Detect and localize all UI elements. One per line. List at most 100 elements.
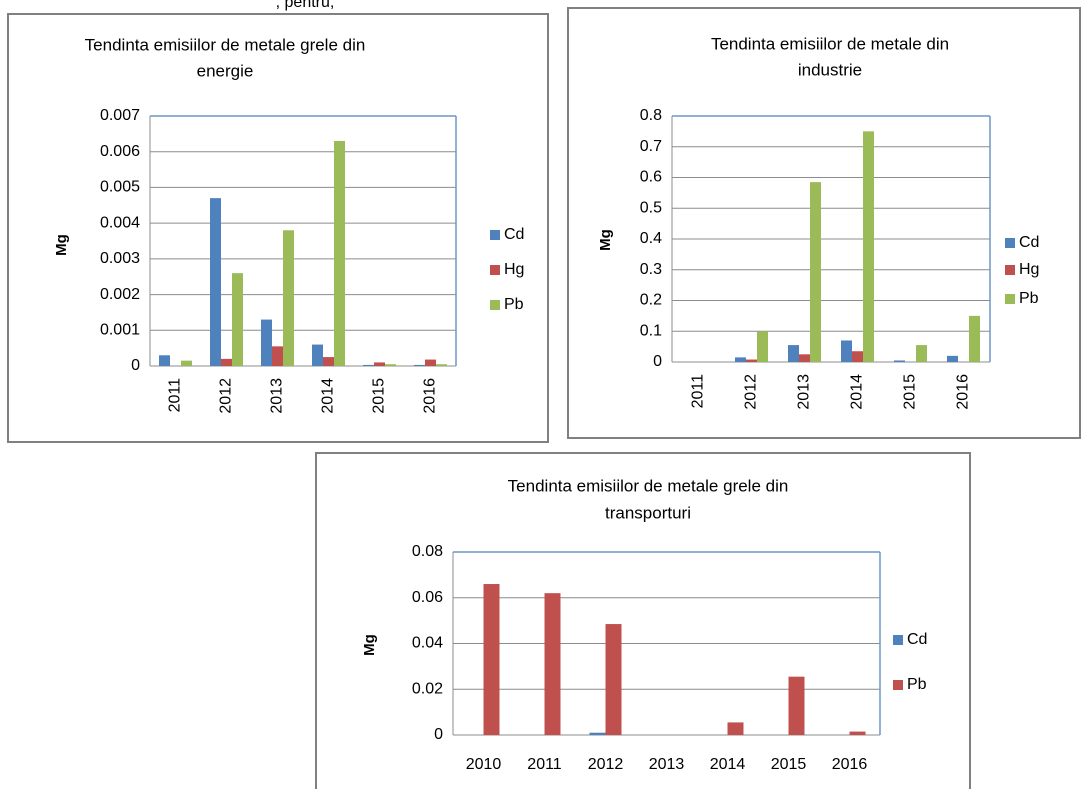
x-tick-label: 2010: [466, 756, 502, 773]
legend-label: Hg: [504, 261, 524, 278]
legend-swatch: [1005, 294, 1015, 304]
y-axis-label: Mg: [597, 229, 614, 251]
y-tick-label: 0.8: [640, 107, 662, 124]
bar: [544, 593, 561, 735]
chart-frame: [7, 13, 549, 443]
chart-title: energie: [197, 61, 254, 80]
bar: [385, 364, 396, 366]
chart-title: transporturi: [605, 503, 691, 522]
x-tick-label: 2016: [955, 374, 972, 410]
bar: [863, 131, 874, 362]
bar: [799, 354, 810, 362]
y-tick-label: 0.7: [640, 138, 662, 155]
chart-title: Tendinta emisiilor de metale grele din: [85, 35, 366, 54]
bar: [735, 357, 746, 362]
chart-frame: [567, 7, 1081, 439]
x-tick-label: 2016: [422, 378, 439, 414]
y-axis-label: Mg: [361, 634, 378, 656]
y-tick-label: 0.002: [100, 286, 140, 303]
bar: [312, 344, 323, 366]
bar: [221, 358, 232, 366]
legend-swatch: [893, 680, 903, 690]
bar: [947, 355, 958, 362]
bar: [916, 345, 927, 362]
header-text: , pentru,: [276, 0, 335, 11]
bar: [788, 676, 805, 735]
bar: [605, 624, 622, 735]
x-tick-label: 2013: [649, 756, 685, 773]
bar: [363, 364, 374, 366]
bar: [841, 340, 852, 362]
bar: [727, 722, 744, 735]
legend-swatch: [1005, 238, 1015, 248]
bar: [849, 731, 866, 735]
x-tick-label: 2011: [527, 756, 562, 773]
y-axis-label: Mg: [53, 234, 70, 256]
x-tick-label: 2015: [902, 374, 919, 410]
x-tick-label: 2016: [832, 756, 868, 773]
y-tick-label: 0.005: [100, 179, 140, 196]
bar: [969, 315, 980, 362]
bar: [483, 584, 500, 735]
bar: [589, 732, 606, 735]
legend-label: Cd: [1019, 234, 1039, 251]
bar: [852, 351, 863, 362]
y-tick-label: 0.003: [100, 250, 140, 267]
x-tick-label: 2012: [588, 756, 624, 773]
y-tick-label: 0.004: [100, 214, 140, 231]
x-tick-label: 2015: [771, 756, 807, 773]
y-tick-label: 0.007: [100, 107, 140, 124]
bar: [374, 362, 385, 366]
y-tick-label: 0.2: [640, 292, 662, 309]
legend-label: Hg: [1019, 261, 1039, 278]
x-tick-label: 2014: [320, 378, 337, 414]
y-tick-label: 0.3: [640, 261, 662, 278]
bar: [810, 182, 821, 362]
legend-swatch: [490, 265, 500, 275]
chart-title: Tendinta emisiilor de metale grele din: [508, 476, 789, 495]
y-tick-label: 0: [131, 357, 140, 374]
x-tick-label: 2014: [710, 756, 746, 773]
bar: [210, 198, 221, 366]
y-tick-label: 0: [434, 726, 443, 743]
x-tick-label: 2011: [690, 374, 707, 409]
bar: [261, 319, 272, 366]
bar: [436, 364, 447, 366]
bar: [334, 141, 345, 366]
x-tick-label: 2013: [269, 378, 286, 414]
bar: [283, 230, 294, 366]
legend-swatch: [490, 230, 500, 240]
legend-label: Pb: [907, 676, 927, 693]
legend-label: Pb: [504, 296, 524, 313]
y-tick-label: 0.06: [412, 589, 443, 606]
x-tick-label: 2013: [796, 374, 813, 410]
x-tick-label: 2011: [167, 378, 184, 413]
bar: [181, 360, 192, 366]
bar: [746, 359, 757, 362]
legend-label: Pb: [1019, 290, 1039, 307]
bar: [323, 357, 334, 366]
bar: [414, 364, 425, 366]
chart-title: industrie: [798, 60, 862, 79]
legend-label: Cd: [504, 226, 524, 243]
bar: [159, 355, 170, 366]
x-tick-label: 2014: [849, 374, 866, 410]
chart-title: Tendinta emisiilor de metale din: [711, 34, 949, 53]
x-tick-label: 2015: [371, 378, 388, 414]
legend-swatch: [490, 300, 500, 310]
y-tick-label: 0.08: [412, 543, 443, 560]
y-tick-label: 0.006: [100, 143, 140, 160]
legend-swatch: [1005, 265, 1015, 275]
bar: [788, 345, 799, 362]
legend-label: Cd: [907, 631, 927, 648]
bar: [425, 359, 436, 366]
y-tick-label: 0.02: [412, 680, 443, 697]
y-tick-label: 0.5: [640, 199, 662, 216]
y-tick-label: 0: [653, 353, 662, 370]
y-tick-label: 0.6: [640, 169, 662, 186]
y-tick-label: 0.1: [640, 322, 662, 339]
y-tick-label: 0.04: [412, 635, 443, 652]
x-tick-label: 2012: [743, 374, 760, 410]
bar: [232, 273, 243, 366]
